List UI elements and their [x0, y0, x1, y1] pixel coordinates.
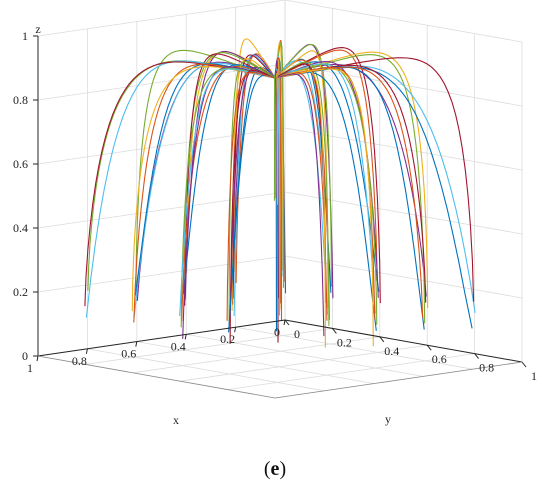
floor-grid-line [186, 334, 424, 377]
x-tick-mark [234, 327, 237, 333]
tick-labels: 00.20.40.60.8100.20.40.60.8100.20.40.60.… [13, 29, 537, 383]
trajectory-line [274, 61, 330, 326]
x-tick-mark [85, 348, 88, 354]
floor-grid-line [85, 328, 333, 365]
y-tick-label: 0.8 [479, 361, 494, 375]
side-wall-grid-line [37, 255, 286, 293]
back-wall-grid-line [284, 255, 523, 299]
trajectory-line [180, 67, 276, 328]
z-tick-label: 0.4 [13, 221, 28, 235]
y-tick-mark [284, 319, 290, 326]
x-tick-mark [135, 341, 138, 347]
trajectory-line [274, 66, 425, 330]
x-tick-mark [184, 334, 187, 340]
y-tick-label: 1 [531, 369, 537, 383]
trajectory-line [133, 62, 276, 317]
trajectory-line [228, 61, 276, 327]
trajectory-line [131, 66, 276, 312]
trajectory-line [274, 49, 378, 281]
floor-grid-line [180, 344, 428, 382]
trajectory-line [274, 43, 332, 287]
trajectory-line [184, 53, 276, 306]
z-tick-label: 0 [22, 349, 28, 363]
trajectory-line [136, 61, 276, 301]
trajectory-line [87, 60, 276, 291]
x-tick-mark [283, 319, 286, 326]
y-tick-mark [474, 353, 479, 359]
side-wall-grid-line [37, 191, 286, 229]
y-tick-label: 0.6 [432, 352, 447, 366]
side-wall-grid-line [37, 127, 286, 165]
y-tick-mark [332, 328, 337, 334]
trajectory-line [274, 50, 329, 309]
trajectory-line [274, 66, 424, 319]
x-axis-line [37, 319, 286, 357]
x-tick-label: 0.8 [72, 354, 87, 368]
trajectory-curves [84, 38, 476, 348]
x-axis-label: x [173, 413, 179, 427]
trajectory-line [274, 73, 277, 199]
trajectory-line [274, 73, 325, 337]
floor-grid-line [235, 326, 473, 370]
x-tick-label: 0.6 [121, 347, 136, 361]
x-tick-label: 0.2 [220, 332, 235, 346]
z-tick-label: 1 [22, 29, 28, 43]
trajectory-line [273, 75, 276, 201]
z-tick-label: 0.2 [13, 285, 28, 299]
trajectory-line [274, 63, 327, 304]
trajectory-line [226, 71, 276, 321]
floor-grid-line [136, 341, 374, 384]
trajectory-line [133, 63, 276, 323]
trajectory-line [231, 58, 276, 311]
floor-grid-line [132, 336, 380, 374]
floor-front-edge [37, 355, 276, 399]
x-tick-label: 0 [274, 325, 280, 339]
caption-close-paren: ) [279, 458, 286, 480]
y-tick-mark [521, 361, 527, 368]
y-tick-label: 0.4 [384, 344, 399, 358]
trajectory-line [274, 64, 427, 303]
y-axis-line [284, 319, 523, 363]
x-tick-mark [36, 355, 39, 362]
trajectory-line [181, 65, 276, 322]
y-tick-mark [379, 336, 385, 343]
trajectory-line [179, 68, 276, 317]
y-tick-mark [426, 344, 432, 351]
floor-front-edge [274, 361, 523, 399]
trajectory-line [274, 65, 476, 313]
axes-box [37, 36, 523, 399]
y-axis-label: y [385, 412, 391, 426]
z-tick-label: 0.8 [13, 93, 28, 107]
z-axis-label: z [35, 22, 40, 36]
caption-letter: e [271, 458, 280, 480]
floor-grid-line [87, 348, 325, 392]
trajectory-line [274, 63, 376, 314]
caption-open-paren: ( [264, 458, 271, 480]
back-wall-grid-line [284, 0, 523, 43]
trajectory-line [274, 69, 326, 348]
trajectory-line [184, 50, 276, 300]
trajectory-line [274, 51, 429, 309]
trajectory-line [84, 61, 276, 307]
floor-grid-line [227, 353, 475, 390]
trajectory-line [274, 57, 475, 302]
trajectory-line [85, 60, 276, 318]
y-tick-label: 0 [294, 327, 300, 341]
x-tick-label: 0.4 [171, 339, 186, 353]
y-tick-label: 0.2 [337, 335, 352, 349]
x-tick-label: 1 [27, 361, 33, 375]
z-tick-label: 0.6 [13, 157, 28, 171]
side-wall-grid-line [37, 0, 286, 37]
figure-caption: (e) [264, 458, 286, 480]
